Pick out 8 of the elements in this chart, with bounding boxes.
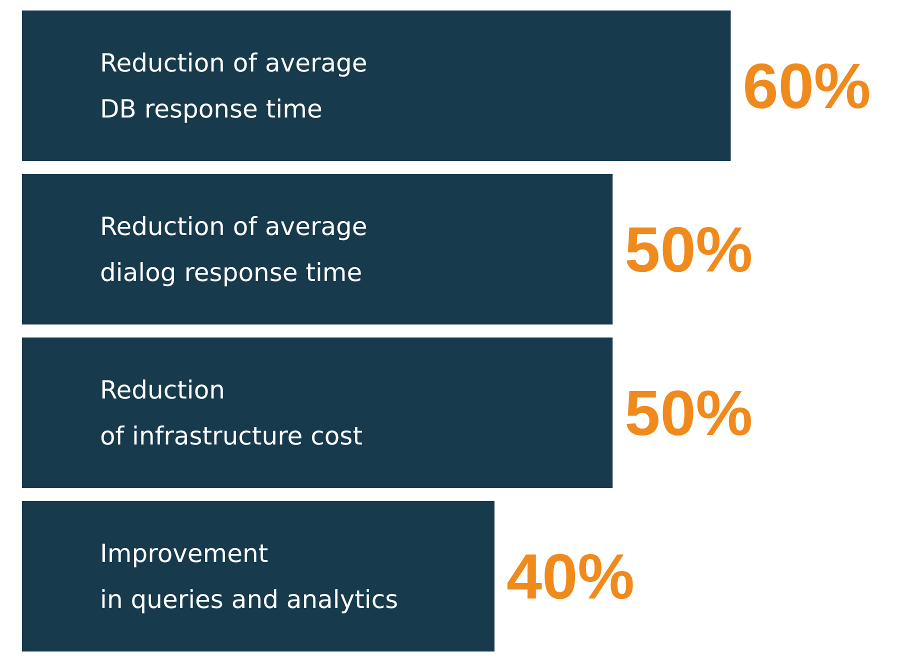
data-label: 40%: [506, 540, 635, 612]
y-tick-label: Reduction of average DB response time: [100, 48, 368, 124]
data-label: 60%: [742, 50, 871, 122]
y-tick-label: Improvement in queries and analytics: [100, 538, 398, 614]
y-tick-label: Reduction of average dialog response time: [100, 212, 368, 287]
data-label: 50%: [624, 376, 753, 449]
y-tick-label: Reduction of infrastructure cost: [100, 375, 363, 450]
data-label: 50%: [624, 213, 753, 286]
